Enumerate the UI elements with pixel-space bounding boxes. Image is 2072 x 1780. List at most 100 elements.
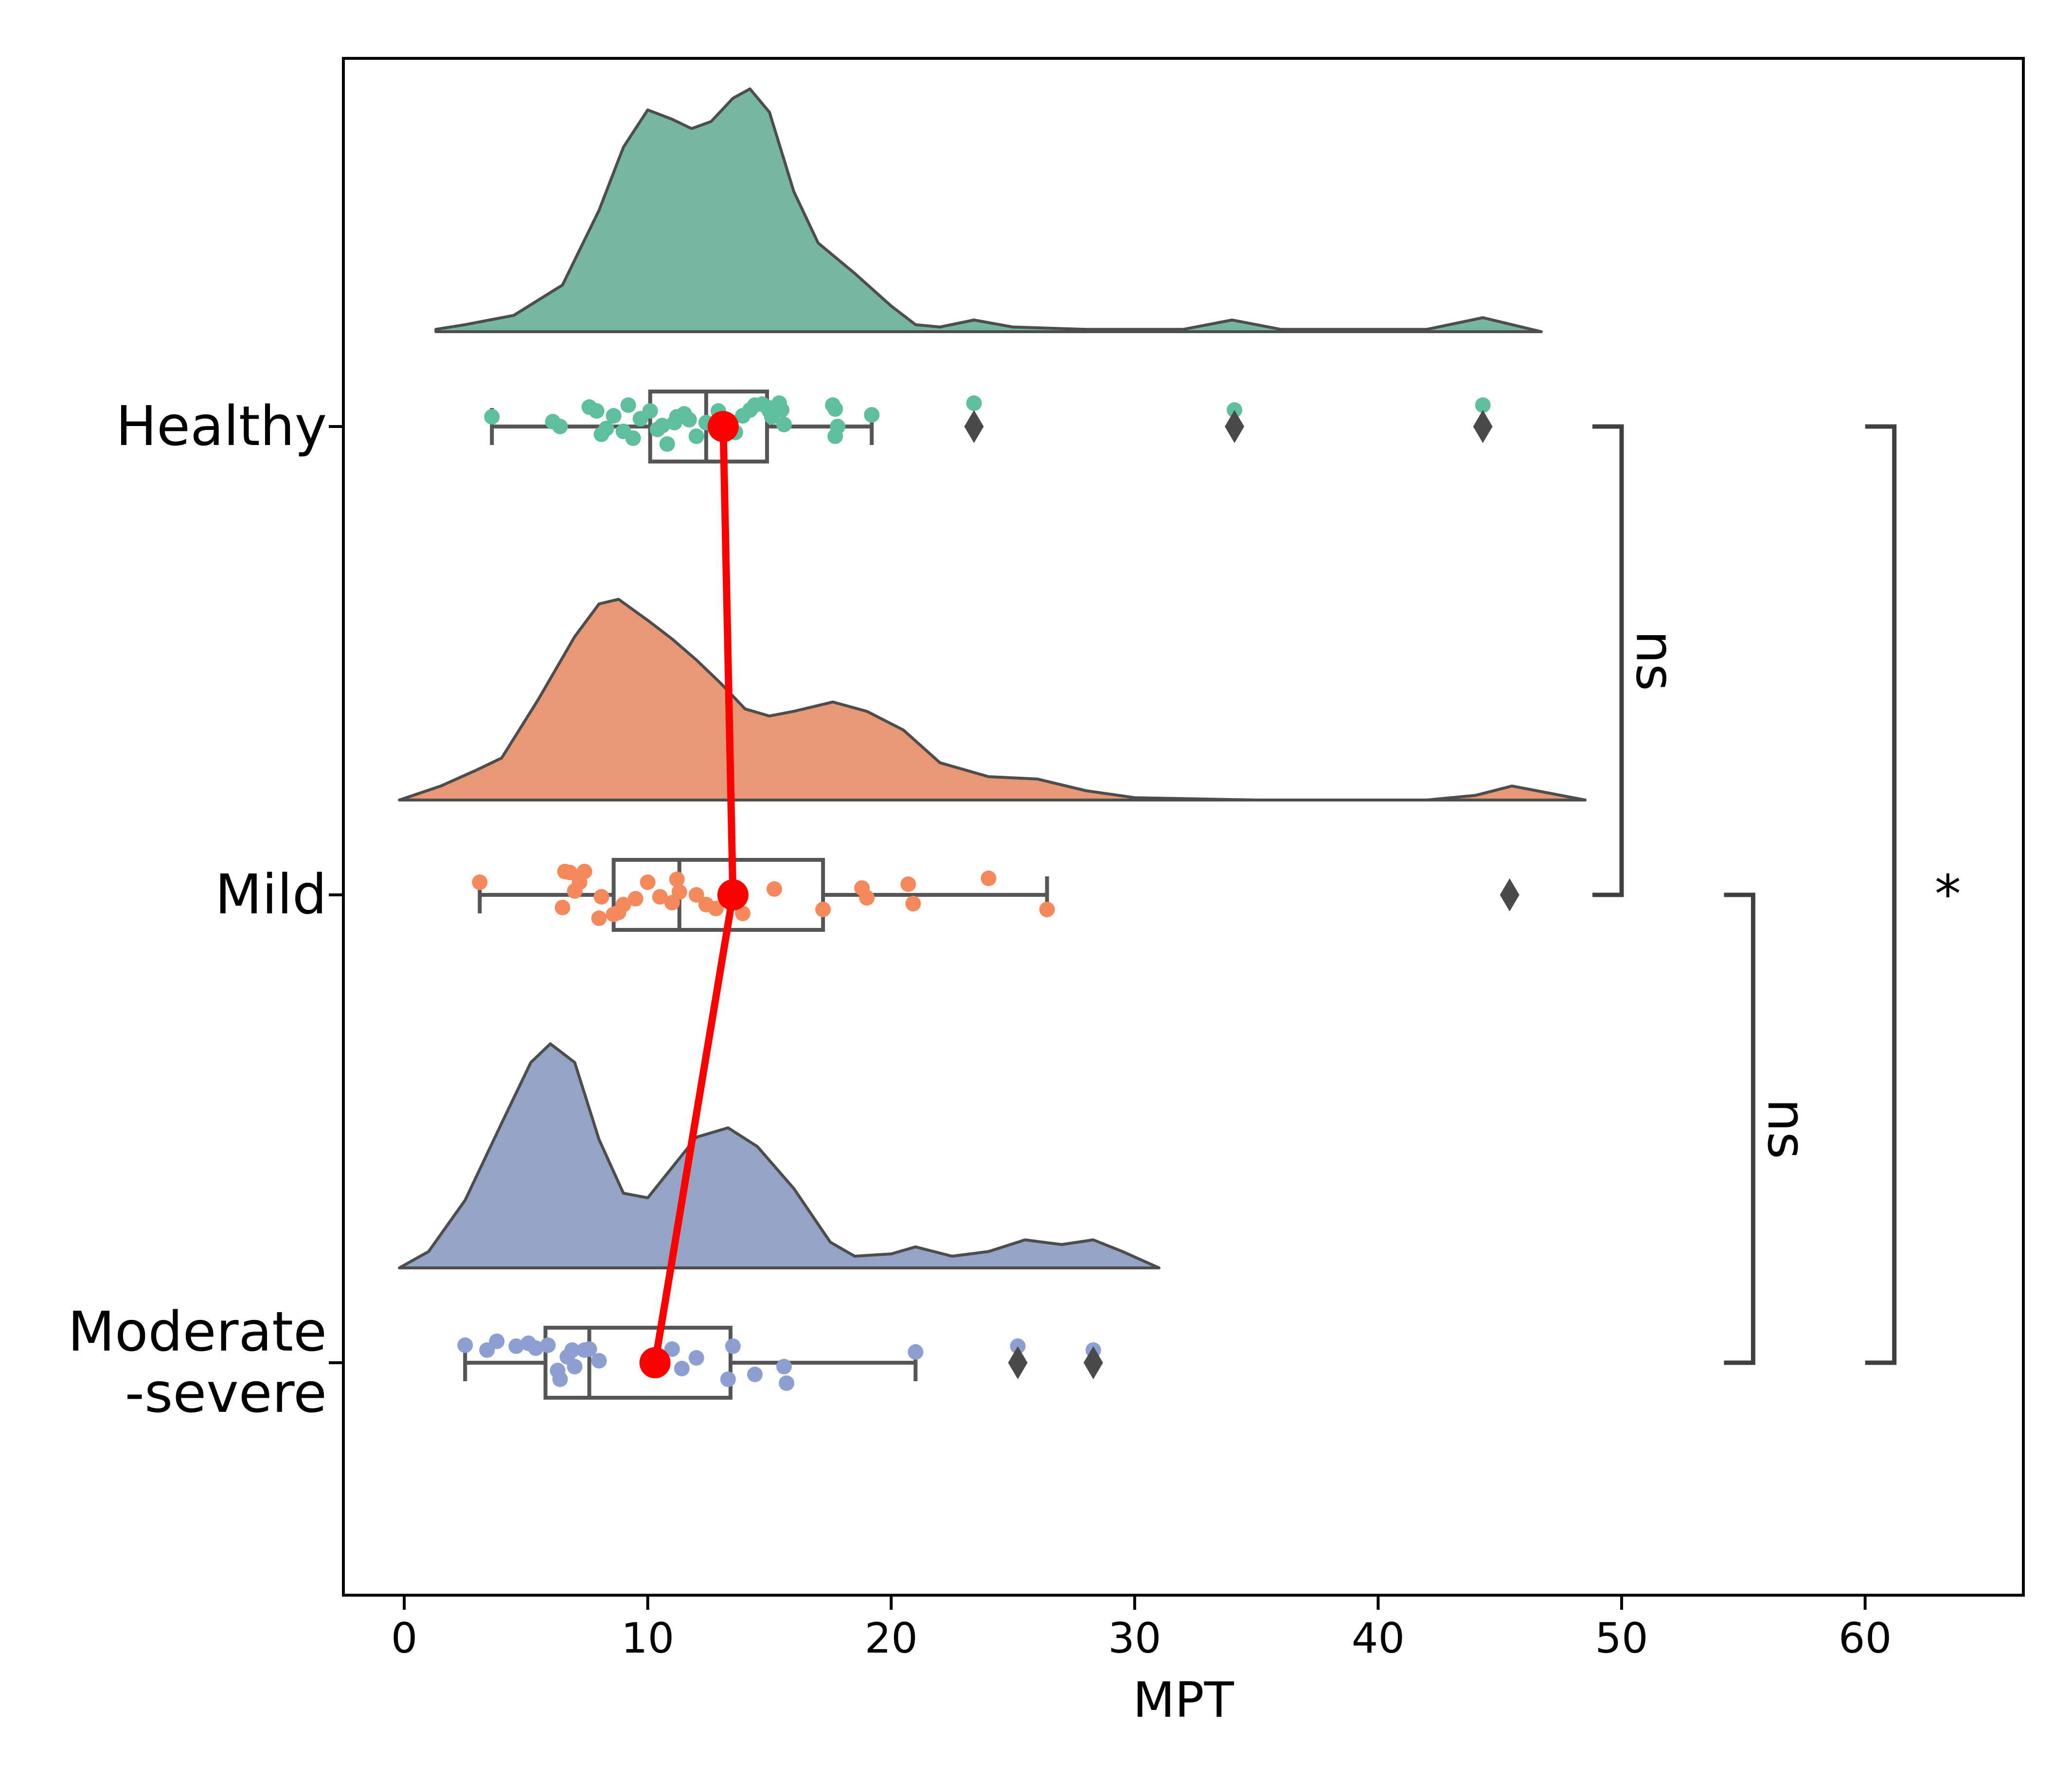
rain-point-0-19 <box>681 412 697 427</box>
outlier-markers <box>964 410 1519 1379</box>
density-cloud-1 <box>398 598 1587 801</box>
rain-point-1-30 <box>1039 902 1055 917</box>
rain-point-1-28 <box>905 896 921 911</box>
rain-point-2-19 <box>725 1338 741 1354</box>
rain-point-0-2 <box>545 414 561 429</box>
outlier-marker-2-0 <box>1008 1346 1028 1379</box>
rain-point-2-16 <box>674 1361 690 1376</box>
rain-point-1-18 <box>688 887 704 903</box>
rain-point-2-8 <box>552 1371 568 1387</box>
rain-point-0-40 <box>864 407 880 423</box>
rain-point-0-10 <box>625 430 641 446</box>
mean-marker-0 <box>707 411 739 442</box>
box-plots <box>463 390 1049 1400</box>
significance-bracket-0 <box>1592 424 1624 897</box>
rain-point-2-17 <box>688 1350 704 1366</box>
x-tick-label-4: 40 <box>1352 1614 1405 1663</box>
rain-point-0-7 <box>606 408 622 424</box>
rain-point-2-23 <box>908 1344 924 1360</box>
significance-label-2: * <box>1935 864 1961 925</box>
x-tick-label-2: 20 <box>865 1614 918 1663</box>
rain-point-2-10 <box>564 1342 580 1358</box>
rain-point-1-14 <box>652 889 668 905</box>
rain-point-2-18 <box>720 1371 736 1387</box>
box-iqr-0 <box>648 390 769 463</box>
density-cloud-0 <box>434 87 1543 333</box>
rain-point-1-29 <box>981 871 997 886</box>
rain-point-1-12 <box>627 891 643 907</box>
outlier-marker-2-1 <box>1083 1346 1103 1379</box>
rain-point-1-2 <box>562 865 578 880</box>
rain-point-1-13 <box>640 874 656 890</box>
x-tick-label-6: 60 <box>1839 1614 1892 1663</box>
x-tick-label-0: 0 <box>391 1614 418 1663</box>
rain-point-1-23 <box>767 881 782 897</box>
significance-bracket-1 <box>1724 892 1755 1365</box>
outlier-marker-0-1 <box>1225 410 1245 443</box>
rain-point-1-26 <box>859 890 875 906</box>
rain-point-1-8 <box>593 889 609 905</box>
rain-point-1-6 <box>576 864 592 879</box>
y-tick-label-0-0: Healthy <box>116 395 327 458</box>
rain-point-0-39 <box>827 428 843 444</box>
y-axis: Healthy Mild Moderate-severe <box>68 395 343 1425</box>
significance-brackets: ns ns * <box>1592 424 1961 1365</box>
y-tick-label-2-0: Moderate <box>68 1300 327 1364</box>
rain-point-0-12 <box>642 403 658 419</box>
x-axis: 0 10 20 30 40 50 60 <box>391 1595 1892 1663</box>
plot-frame <box>342 57 2025 1597</box>
rain-point-1-0 <box>472 874 488 890</box>
x-tick-label-3: 30 <box>1108 1614 1161 1663</box>
rain-point-2-11 <box>567 1359 583 1374</box>
density-clouds <box>398 87 1587 1269</box>
rain-point-2-22 <box>779 1375 795 1391</box>
rain-point-1-17 <box>671 884 687 900</box>
y-tick-label-1-0: Mild <box>215 863 327 926</box>
x-tick-label-5: 50 <box>1595 1614 1648 1663</box>
x-axis-title: MPT <box>1133 1672 1234 1728</box>
mean-marker-2 <box>639 1347 671 1378</box>
outlier-marker-0-2 <box>1473 410 1493 443</box>
rain-point-0-0 <box>484 409 500 425</box>
rain-point-1-7 <box>591 910 607 926</box>
rain-point-0-37 <box>827 401 843 417</box>
mean-marker-1 <box>717 879 749 910</box>
rain-point-1-22 <box>735 906 750 921</box>
rain-point-2-13 <box>581 1341 597 1357</box>
rain-point-0-6 <box>598 421 614 436</box>
outlier-marker-0-0 <box>964 410 984 443</box>
rain-point-1-20 <box>708 901 724 916</box>
significance-label-0: ns <box>1625 630 1685 691</box>
rain-point-0-20 <box>688 428 704 444</box>
box-iqr-1 <box>611 858 825 932</box>
x-tick-label-1: 10 <box>621 1614 674 1663</box>
rain-point-2-20 <box>747 1367 763 1382</box>
rain-point-2-14 <box>591 1353 607 1369</box>
rain-point-0-14 <box>654 418 670 433</box>
significance-label-1: ns <box>1756 1099 1817 1159</box>
rain-point-2-5 <box>528 1340 544 1356</box>
rain-point-0-15 <box>659 436 675 452</box>
rain-point-1-11 <box>615 897 631 912</box>
rain-point-2-21 <box>776 1359 792 1374</box>
box-iqr-2 <box>543 1326 732 1400</box>
rain-point-2-0 <box>457 1337 473 1353</box>
rain-point-1-5 <box>554 900 571 915</box>
rain-point-1-16 <box>669 872 685 887</box>
rain-points <box>457 395 1518 1391</box>
rain-point-0-41 <box>966 395 982 411</box>
rain-point-0-9 <box>620 397 636 413</box>
rain-point-2-2 <box>489 1334 505 1349</box>
y-tick-label-2-1: -severe <box>125 1362 327 1425</box>
rain-point-0-35 <box>776 417 792 432</box>
density-cloud-2 <box>398 1042 1161 1269</box>
rain-point-0-34 <box>774 402 789 418</box>
significance-bracket-2 <box>1865 424 1897 1365</box>
rain-point-0-43 <box>1475 397 1491 413</box>
rain-point-2-3 <box>508 1338 524 1354</box>
rain-point-1-27 <box>900 876 916 892</box>
rain-point-1-24 <box>815 902 831 917</box>
rain-point-0-4 <box>589 403 605 419</box>
